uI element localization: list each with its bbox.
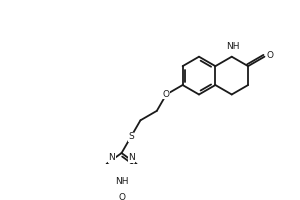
Text: NH: NH — [115, 177, 128, 186]
Text: N: N — [128, 153, 135, 162]
Text: O: O — [118, 193, 125, 200]
Text: O: O — [267, 51, 274, 60]
Text: S: S — [128, 132, 134, 141]
Text: N: N — [108, 153, 115, 162]
Text: HN: HN — [115, 177, 128, 186]
Text: NH: NH — [226, 42, 239, 51]
Text: O: O — [163, 90, 170, 99]
